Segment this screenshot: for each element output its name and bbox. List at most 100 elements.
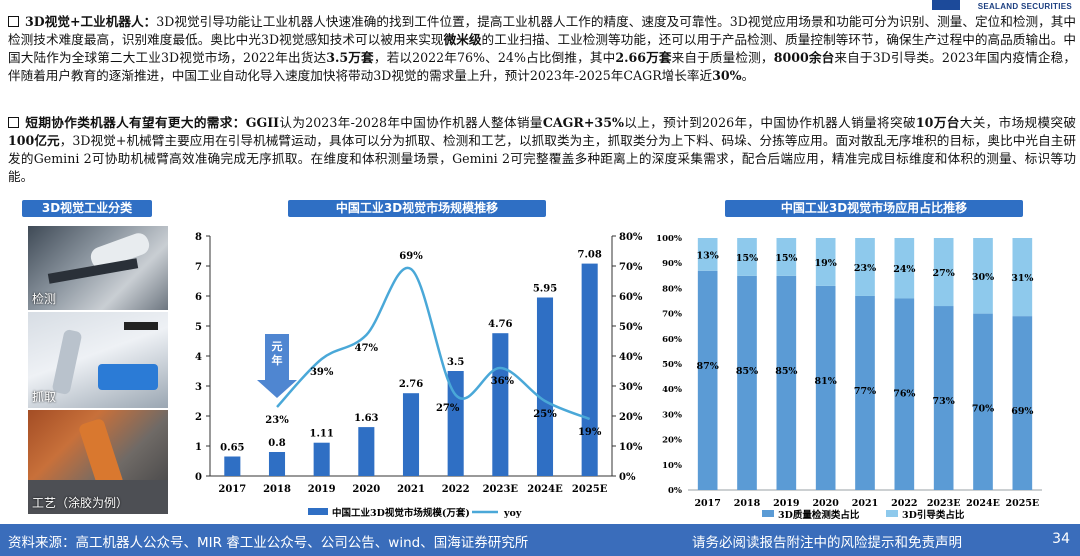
para1-text-6: 。 <box>741 68 755 83</box>
para1-text-4: 来自于质量检测， <box>671 50 774 65</box>
para1-text-2: 的工业扫描、工业检测等功能，还可以用于产品检测、质量控制等环节，确保生产过程中的… <box>8 32 1076 65</box>
footer-disclaimer-link[interactable]: 请务必阅读报告附注中的风险提示和免责声明 <box>692 535 962 551</box>
y2-tick-label: 50% <box>619 322 643 333</box>
quality-share-label: 77% <box>854 386 876 397</box>
para1-bold-5: 30% <box>712 68 742 83</box>
y-tick-label: 80% <box>662 284 682 294</box>
x-tick-label: 2024E <box>966 498 1000 509</box>
y-tick-label: 30% <box>662 410 682 420</box>
x-tick-label: 2019 <box>308 484 336 495</box>
x-tick-label: 2025E <box>1005 498 1039 509</box>
quality-share-label: 85% <box>736 366 758 377</box>
y2-tick-label: 80% <box>619 232 643 243</box>
y-tick-label: 100% <box>656 234 682 244</box>
guidance-share-label: 19% <box>815 258 837 269</box>
y-tick-label: 20% <box>662 436 682 446</box>
x-tick-label: 2025E <box>572 484 608 495</box>
para2-bold-4: 100亿元 <box>8 133 60 148</box>
bar-3d-guidance <box>737 238 757 276</box>
para1-text-5: 来自于3D引导类。2023年国内疫情企稳，伴随着用户教育的逐渐推进，中国工业自动… <box>8 50 1076 83</box>
bar-value-label: 5.95 <box>533 284 557 295</box>
x-tick-label: 2022 <box>442 484 470 495</box>
yoy-value-label: 47% <box>355 343 379 354</box>
para1-bold-4: 8000余台 <box>773 50 835 65</box>
bar-quality-inspection <box>697 270 718 490</box>
photo-label-process: 工艺（涂胶为例） <box>32 496 129 510</box>
legend-guidance-swatch <box>886 510 898 517</box>
photo-label-grasping: 抓取 <box>32 390 57 404</box>
bar-value-label: 3.5 <box>447 357 464 368</box>
yoy-value-label: 69% <box>399 251 423 262</box>
bar-3d-guidance <box>933 238 954 307</box>
para2-bold-3: 10万台 <box>915 115 960 130</box>
x-tick-label: 2020 <box>812 498 839 509</box>
parts-tray-shape <box>98 364 158 390</box>
y2-tick-label: 70% <box>619 262 643 273</box>
quality-share-label: 87% <box>697 361 719 372</box>
y-tick-label: 50% <box>662 360 682 370</box>
guidance-share-label: 15% <box>775 253 797 264</box>
para1-bold-3: 2.66万套 <box>615 50 672 65</box>
para1-lead: 3D视觉+工业机器人： <box>25 14 157 29</box>
bar-3d-guidance <box>776 238 797 276</box>
x-tick-label: 2023E <box>483 484 519 495</box>
company-logo: SEALAND SECURITIES <box>930 0 1080 16</box>
y-tick-label: 1 <box>195 442 202 453</box>
photo-label-inspection: 检测 <box>32 292 57 306</box>
logo-mark <box>932 0 960 10</box>
para2-lead: 短期协作类机器人有望有更大的需求： <box>25 115 246 130</box>
bar-3d-guidance <box>973 238 993 314</box>
quality-share-label: 70% <box>972 404 994 415</box>
bar <box>536 297 554 476</box>
bar-quality-inspection <box>894 298 915 490</box>
yoy-line <box>276 266 591 421</box>
bar-quality-inspection <box>815 285 836 490</box>
legend-quality-label: 3D质量检测类占比 <box>778 509 860 521</box>
para1-bold-1: 微米级 <box>443 32 482 47</box>
bar <box>402 393 420 476</box>
app-share-chart: 0% 10% 20% 30% 40% 50% 60% 70% 80% 90% 100% 87% 13% 2… <box>656 234 1042 521</box>
guidance-share-label: 23% <box>854 263 876 274</box>
quality-share-label: 81% <box>815 376 837 387</box>
legend-bar-swatch <box>308 508 328 515</box>
panel-title-market-size: 中国工业3D视觉市场规模推移 <box>288 200 546 217</box>
para1-text-3: ，若以2022年76%、24%占比倒推，其中 <box>373 50 616 65</box>
legend-bar-label: 中国工业3D视觉市场规模(万套) <box>332 507 470 519</box>
bar <box>492 333 509 476</box>
guidance-share-label: 24% <box>893 264 915 275</box>
logo-text: SEALAND SECURITIES <box>977 2 1072 11</box>
y2-tick-label: 60% <box>619 292 643 303</box>
y-tick-label: 7 <box>195 262 202 273</box>
bar-quality-inspection <box>1012 316 1033 490</box>
x-tick-label: 2017 <box>218 484 246 495</box>
quality-share-label: 76% <box>893 388 915 399</box>
para2-text-4: ，3D视觉+机械臂主要应用在引导机械臂运动，具体可以分为抓取、检测和工艺，以抓取… <box>8 133 1076 184</box>
para1-bold-2: 3.5万套 <box>326 50 374 65</box>
y2-tick-label: 30% <box>619 382 643 393</box>
photo-inspection: 检测 <box>28 226 168 310</box>
x-tick-label: 2018 <box>263 484 291 495</box>
legend-line-label: yoy <box>503 508 522 519</box>
workcell-shape <box>28 480 168 514</box>
y2-tick-label: 40% <box>619 352 643 363</box>
bar-value-label: 1.63 <box>354 413 378 424</box>
bar <box>268 452 286 476</box>
bar <box>358 427 375 476</box>
para2-text-2: 以上，预计到2026年，中国协作机器人销量将突破 <box>623 115 916 130</box>
y2-tick-label: 20% <box>619 412 643 423</box>
x-tick-label: 2017 <box>694 498 720 509</box>
bar-3d-guidance <box>697 238 718 271</box>
y-tick-label: 4 <box>195 352 202 363</box>
y-tick-label: 90% <box>662 259 682 269</box>
y-tick-label: 2 <box>195 412 202 423</box>
y2-tick-label: 0% <box>619 472 636 483</box>
para2-text-1: 认为2023年-2028年中国协作机器人整体销量 <box>279 115 543 130</box>
annotation-label: 年 <box>272 353 283 367</box>
bar-quality-inspection <box>776 275 797 490</box>
x-tick-label: 2024E <box>527 484 563 495</box>
bar-3d-guidance <box>855 238 875 296</box>
bar-value-label: 4.76 <box>488 319 512 330</box>
photo-process-gluing: 工艺（涂胶为例） <box>28 410 168 514</box>
quality-share-label: 73% <box>933 396 955 407</box>
